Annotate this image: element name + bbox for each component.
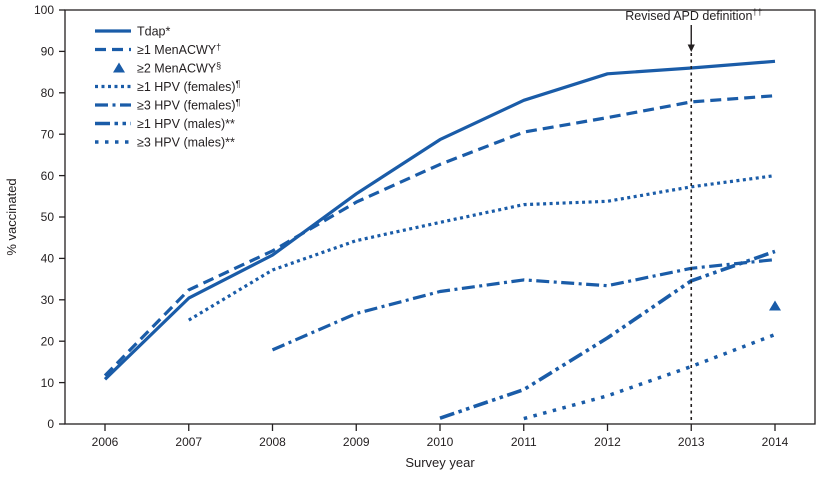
x-axis-title: Survey year (405, 455, 475, 470)
series-lines (103, 59, 781, 421)
annotation-text: Revised APD definition†† (625, 7, 762, 23)
legend-item-1-hpv-females: ≥1 HPV (females)¶ (95, 79, 241, 94)
legend-label-1-hpv-males: ≥1 HPV (males)** (137, 117, 235, 131)
y-tick-label: 50 (41, 210, 55, 224)
x-tick-label: 2011 (511, 435, 537, 449)
y-tick-label: 90 (41, 45, 55, 59)
series-line-3-hpv-males (523, 332, 776, 421)
x-tick-label: 2012 (594, 435, 621, 449)
y-tick-label: 100 (34, 3, 54, 17)
series-line-3-hpv-females (271, 258, 776, 352)
y-tick-label: 60 (41, 169, 55, 183)
series-marker-2-menacwy (769, 300, 781, 311)
y-axis-ticks: 0 10 20 30 40 50 60 70 80 90 100 (34, 3, 65, 431)
legend-item-tdap: Tdap* (95, 24, 170, 38)
series-line-1-hpv-males (439, 249, 776, 420)
x-tick-label: 2014 (762, 435, 789, 449)
y-tick-label: 80 (41, 86, 55, 100)
legend-item-2-menacwy: ≥2 MenACWY§ (113, 60, 221, 75)
reference-line-group (687, 25, 695, 424)
x-tick-label: 2006 (92, 435, 119, 449)
series-line-tdap (103, 59, 776, 381)
x-tick-label: 2013 (678, 435, 705, 449)
x-tick-label: 2010 (427, 435, 454, 449)
annotation-label: Revised APD definition (625, 9, 752, 23)
x-axis-ticks: 2006 2007 2008 2009 2010 2011 2012 2013 2014 (92, 424, 789, 449)
legend-item-3-hpv-males: ≥3 HPV (males)** (95, 135, 235, 149)
y-tick-label: 0 (47, 417, 54, 431)
legend-item-3-hpv-females: ≥3 HPV (females)¶ (95, 97, 241, 112)
y-tick-label: 70 (41, 127, 55, 141)
y-tick-label: 20 (41, 334, 55, 348)
legend-label-3-hpv-males: ≥3 HPV (males)** (137, 135, 235, 149)
x-tick-label: 2008 (259, 435, 286, 449)
legend-label-1-hpv-females: ≥1 HPV (females)¶ (137, 79, 241, 94)
series-line-1-hpv-females (187, 174, 776, 322)
legend-item-1-menacwy: ≥1 MenACWY† (95, 42, 221, 57)
y-axis-title: % vaccinated (4, 178, 19, 255)
legend-item-1-hpv-males: ≥1 HPV (males)** (95, 117, 235, 131)
legend-label-tdap: Tdap* (137, 24, 170, 38)
x-tick-label: 2009 (343, 435, 370, 449)
y-tick-label: 10 (41, 376, 55, 390)
y-tick-label: 40 (41, 252, 55, 266)
series-line-1-menacwy (103, 94, 776, 377)
legend-label-3-hpv-females: ≥3 HPV (females)¶ (137, 97, 241, 112)
y-tick-label: 30 (41, 293, 55, 307)
legend: Tdap* ≥1 MenACWY† ≥2 MenACWY§ ≥1 HPV (femal… (95, 24, 241, 149)
legend-marker-2-menacwy (113, 62, 125, 73)
annotation-superscript: †† (752, 7, 762, 17)
x-tick-label: 2007 (175, 435, 202, 449)
legend-label-1-menacwy: ≥1 MenACWY† (137, 42, 221, 57)
legend-label-2-menacwy: ≥2 MenACWY§ (137, 60, 221, 75)
annotation-arrow-head (687, 44, 695, 52)
